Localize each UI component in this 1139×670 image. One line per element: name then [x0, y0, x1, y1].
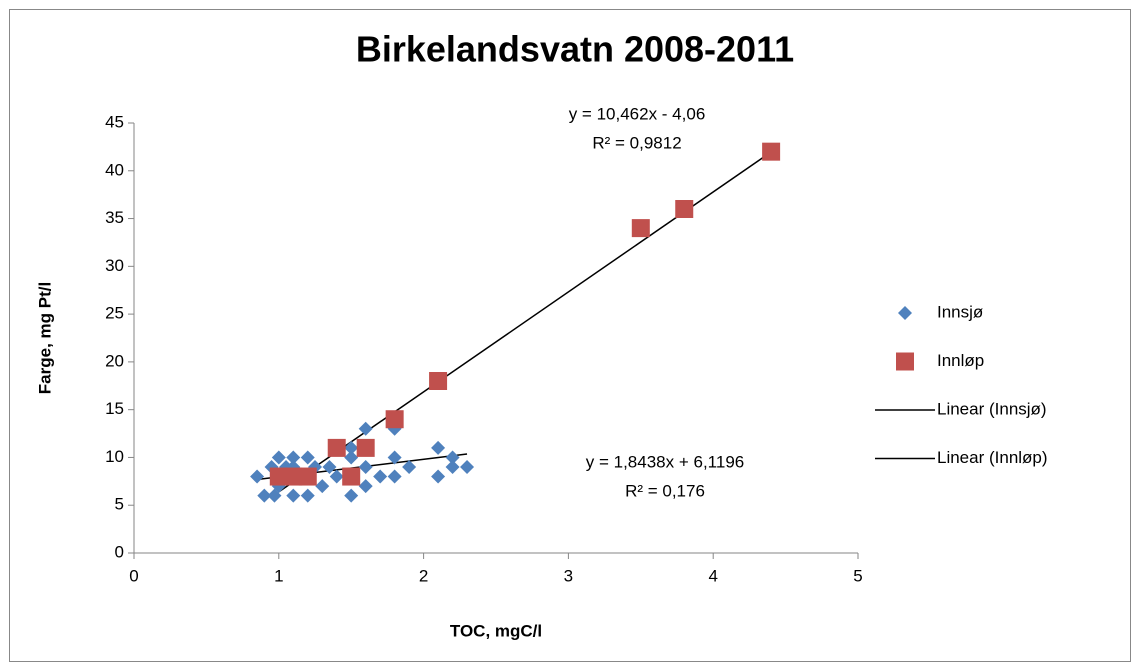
- y-tick-label: 10: [105, 447, 124, 466]
- point: [460, 460, 475, 474]
- y-tick-label: 45: [105, 112, 124, 131]
- x-tick-label: 0: [129, 566, 138, 585]
- point: [342, 467, 361, 486]
- point: [329, 469, 344, 484]
- point: [257, 488, 272, 503]
- point: [271, 450, 286, 465]
- y-axis-title: Farge, mg Pt/l: [35, 282, 54, 394]
- legend-label: Linear (Innsjø): [937, 399, 1047, 418]
- x-axis-title: TOC, mgC/l: [450, 621, 542, 640]
- point: [387, 469, 402, 484]
- point: [269, 467, 288, 486]
- y-tick-label: 5: [115, 495, 124, 514]
- point: [385, 410, 404, 429]
- point: [344, 440, 359, 455]
- point: [300, 450, 315, 465]
- point: [358, 421, 373, 436]
- point: [327, 438, 346, 457]
- annotation: y = 10,462x - 4,06: [569, 104, 706, 123]
- legend-label: Innløp: [937, 351, 984, 370]
- point: [315, 479, 330, 494]
- annotation: R² = 0,9812: [592, 133, 681, 152]
- point: [356, 438, 375, 457]
- annotation: y = 1,8438x + 6,1196: [586, 452, 744, 471]
- y-tick-label: 30: [105, 256, 124, 275]
- point: [250, 469, 265, 484]
- point: [429, 372, 448, 390]
- x-tick-label: 5: [853, 566, 862, 585]
- point: [431, 469, 446, 484]
- x-tick-label: 4: [708, 566, 717, 585]
- point: [300, 488, 315, 503]
- point: [631, 219, 650, 238]
- point: [402, 460, 417, 474]
- point: [344, 450, 359, 465]
- point: [286, 488, 301, 503]
- x-tick-label: 3: [564, 566, 573, 585]
- x-tick-label: 2: [419, 566, 428, 585]
- point: [387, 450, 402, 465]
- y-tick-label: 0: [115, 542, 124, 561]
- legend-label: Innsjø: [937, 302, 983, 321]
- point: [373, 469, 388, 484]
- point: [298, 467, 317, 486]
- y-tick-label: 35: [105, 208, 124, 227]
- point: [762, 142, 781, 161]
- legend-label: Linear (Innløp): [937, 448, 1048, 467]
- point: [358, 479, 373, 494]
- point: [322, 460, 337, 474]
- point: [445, 460, 460, 474]
- legend-swatch: [896, 352, 914, 371]
- point: [675, 200, 694, 218]
- legend-swatch: [898, 306, 912, 320]
- chart-title: Birkelandsvatn 2008-2011: [356, 29, 794, 70]
- x-tick-label: 1: [274, 566, 283, 585]
- y-tick-label: 40: [105, 160, 124, 179]
- y-tick-label: 20: [105, 351, 124, 370]
- point: [286, 450, 301, 465]
- annotation: R² = 0,176: [625, 481, 705, 500]
- y-tick-label: 15: [105, 399, 124, 418]
- point: [431, 440, 446, 455]
- point: [344, 488, 359, 503]
- y-tick-label: 25: [105, 304, 124, 323]
- point: [445, 450, 460, 465]
- point: [358, 460, 373, 474]
- point: [284, 467, 303, 486]
